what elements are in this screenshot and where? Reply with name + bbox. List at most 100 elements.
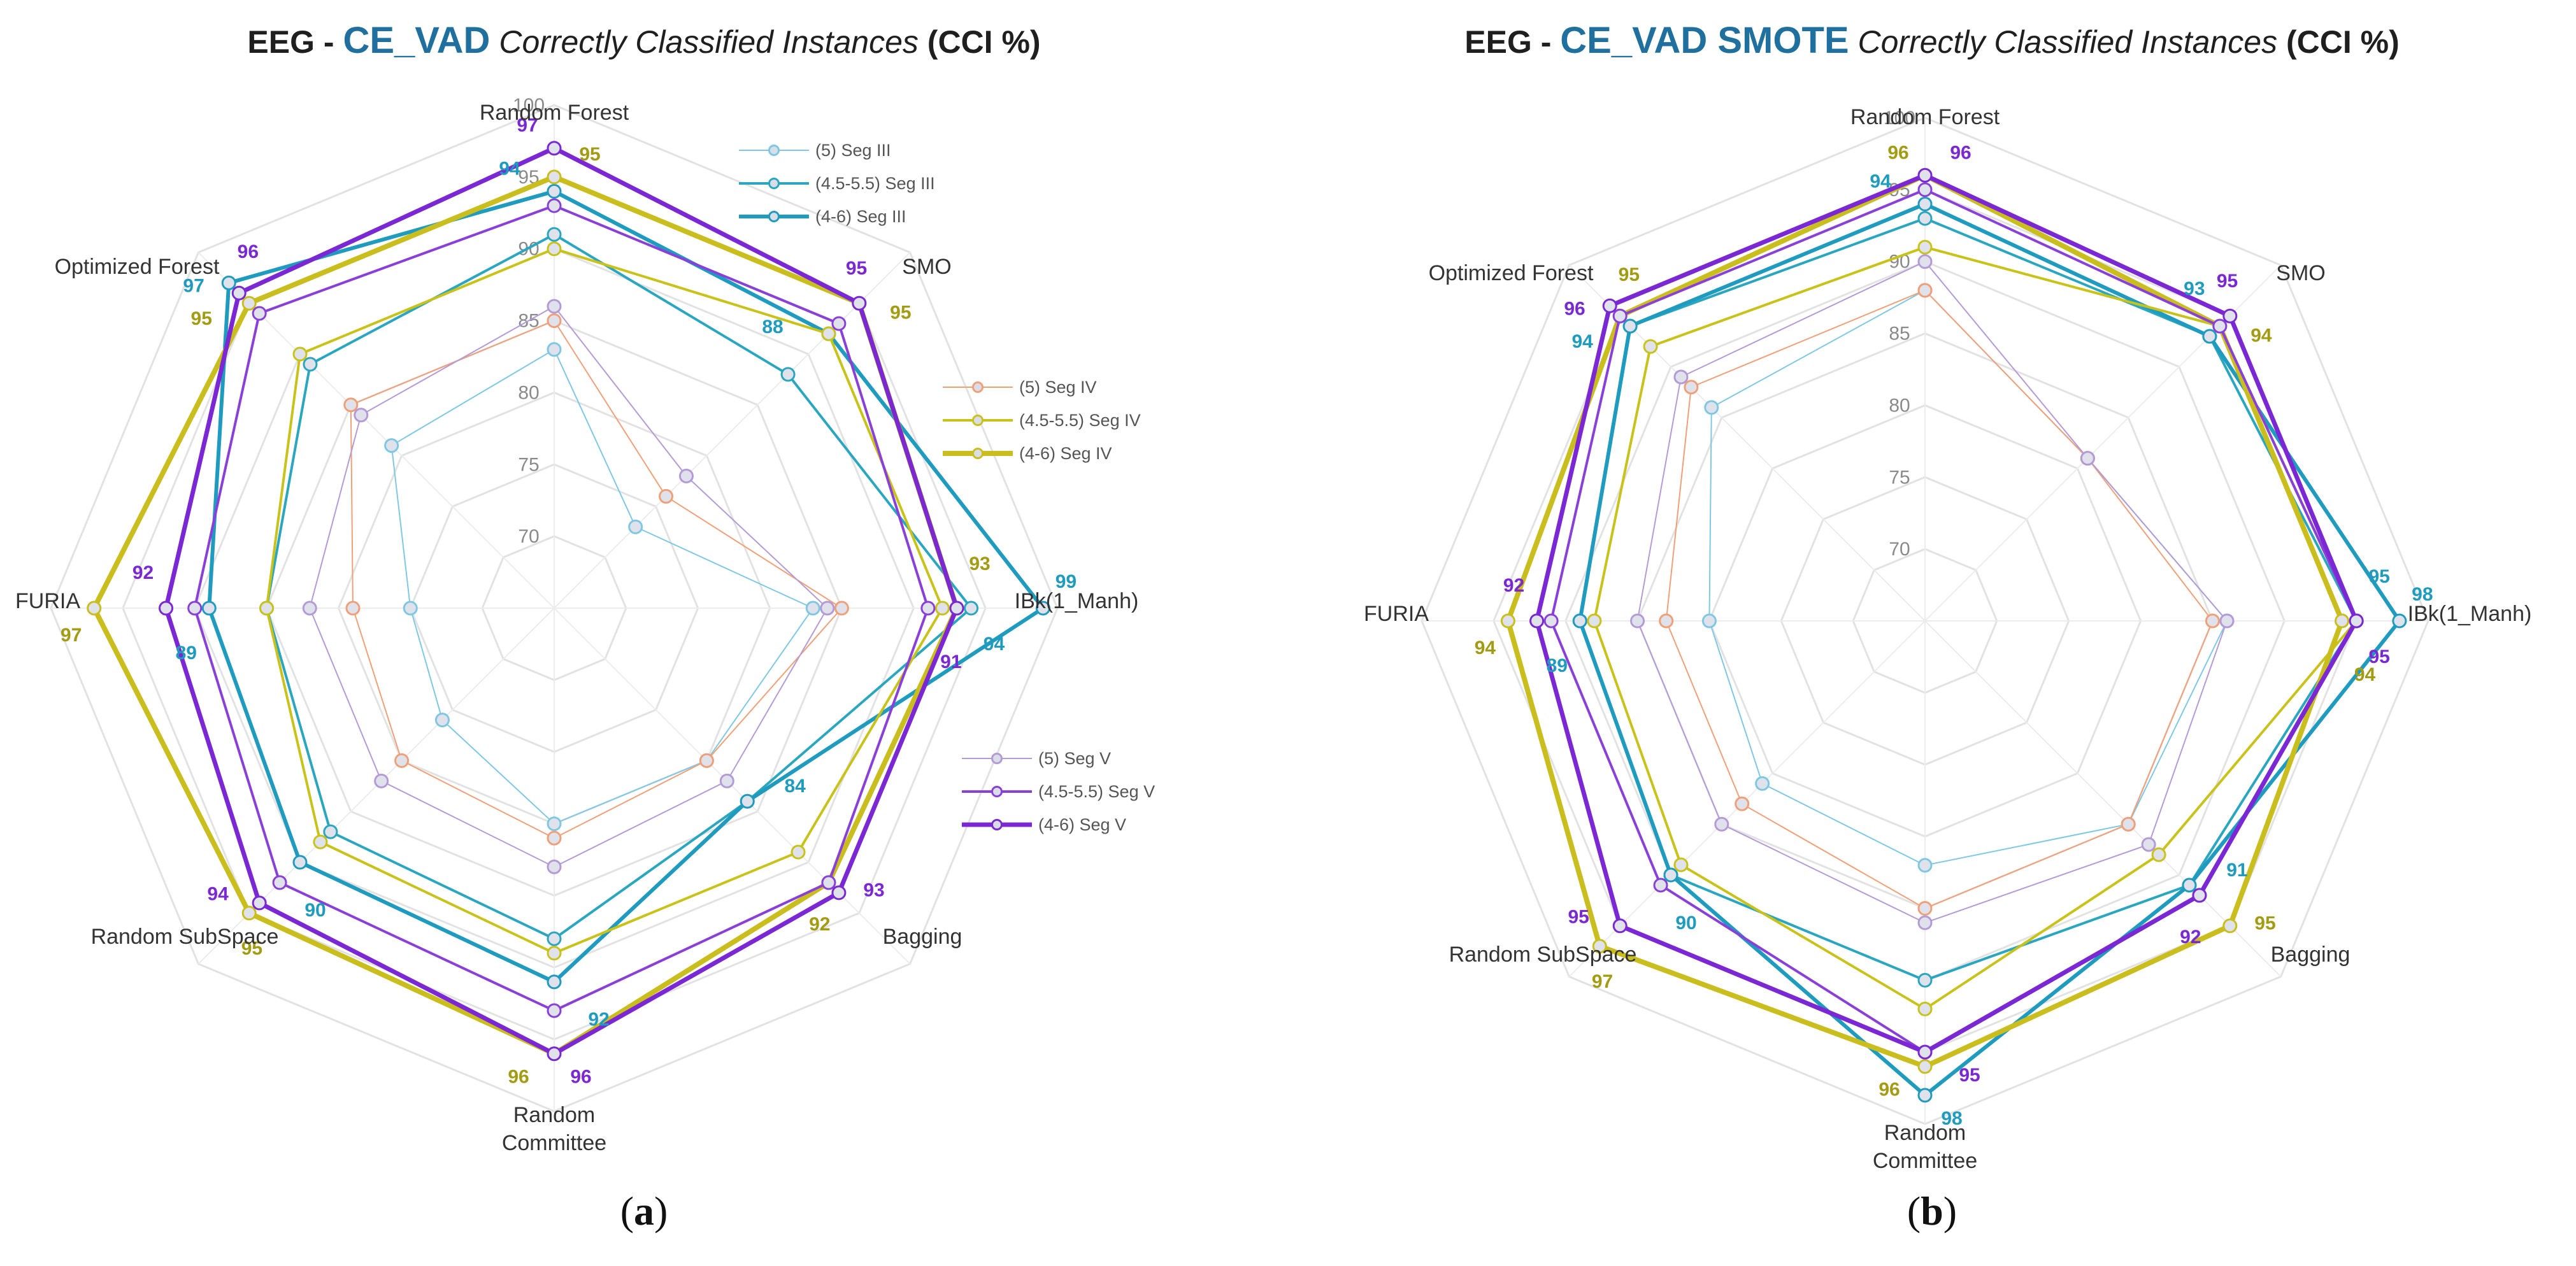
- legend-label: (4-6) Seg III: [815, 206, 906, 226]
- data-point: [1735, 796, 1750, 811]
- data-point: [780, 367, 796, 382]
- axis-label: FURIA: [15, 589, 80, 613]
- data-point: [252, 895, 267, 911]
- data-point: [547, 342, 562, 357]
- data-point: [547, 141, 562, 156]
- data-label: 93: [863, 880, 884, 901]
- data-point: [354, 408, 369, 423]
- data-point: [2182, 878, 2197, 893]
- data-point: [313, 834, 328, 850]
- legend-swatch: [962, 779, 1032, 804]
- data-label: 95: [579, 144, 600, 165]
- data-point: [547, 859, 562, 874]
- data-point: [852, 295, 867, 311]
- data-label: 97: [61, 625, 82, 646]
- data-point: [2141, 837, 2156, 852]
- legend-swatch: [739, 204, 809, 229]
- axis-label: Optimized Forest: [1429, 261, 1594, 285]
- tick-label: 100: [1884, 108, 1915, 129]
- data-point: [834, 601, 849, 616]
- data-point: [1630, 613, 1645, 629]
- data-point: [1917, 1001, 1933, 1016]
- data-label: 96: [238, 241, 259, 262]
- data-point: [2121, 816, 2136, 832]
- data-point: [1529, 613, 1545, 629]
- data-label: 89: [176, 643, 197, 664]
- data-point: [1704, 400, 1719, 415]
- data-point: [678, 469, 694, 484]
- data-label: 92: [132, 562, 154, 583]
- data-point: [159, 601, 174, 616]
- tick-label: 70: [518, 526, 539, 547]
- data-point: [1653, 878, 1668, 893]
- data-label: 92: [809, 914, 830, 935]
- data-label: 95: [2254, 913, 2275, 934]
- data-point: [403, 601, 418, 616]
- data-point: [1917, 1088, 1933, 1103]
- data-point: [221, 275, 236, 290]
- data-point: [272, 875, 287, 890]
- data-point: [1592, 939, 1607, 954]
- data-point: [628, 519, 643, 534]
- data-label: 94: [2250, 325, 2272, 346]
- data-label: 97: [1592, 971, 1613, 992]
- data-label: 94: [1475, 637, 1496, 658]
- data-point: [2219, 613, 2235, 629]
- data-point: [2205, 613, 2220, 629]
- legend-swatch: [943, 408, 1013, 433]
- data-point: [1917, 239, 1933, 255]
- legend-entry: (4.5-5.5) Seg III: [739, 167, 935, 200]
- data-label: 95: [1619, 264, 1640, 285]
- legend-entry: (5) Seg III: [739, 134, 935, 167]
- axis-label: Bagging: [2271, 942, 2351, 967]
- data-point: [547, 1003, 562, 1018]
- data-point: [699, 753, 714, 768]
- tick-label: 70: [1889, 539, 1910, 560]
- data-point: [659, 488, 674, 504]
- data-point: [323, 824, 338, 839]
- legend-swatch: [962, 746, 1032, 771]
- data-point: [292, 346, 308, 362]
- data-label: 91: [940, 651, 961, 672]
- axis-label: Random SubSpace: [1449, 942, 1637, 967]
- radar-chart: 7075808590951009795949595889994939193928…: [15, 95, 1138, 1155]
- legend-group: (5) Seg V (4.5-5.5) Seg V (4-6) Seg V: [962, 742, 1155, 841]
- legend-group: (5) Seg IV (4.5-5.5) Seg IV (4-6) Seg IV: [943, 371, 1141, 470]
- tick-label: 80: [518, 382, 539, 403]
- data-point: [547, 816, 562, 832]
- data-point: [1684, 380, 1699, 395]
- legend-swatch: [739, 171, 809, 196]
- axis-label: SMO: [902, 255, 951, 279]
- data-point: [2335, 613, 2350, 629]
- data-point: [920, 601, 936, 616]
- data-point: [2080, 451, 2095, 466]
- data-point: [719, 773, 734, 788]
- data-point: [740, 793, 755, 809]
- tick-label: 100: [513, 95, 545, 116]
- data-point: [805, 601, 820, 616]
- legend-label: (4-6) Seg IV: [1019, 443, 1112, 463]
- data-point: [302, 601, 317, 616]
- data-label: 94: [1572, 331, 1594, 352]
- data-point: [821, 326, 836, 341]
- data-label: 94: [1870, 171, 1891, 192]
- data-point: [1917, 254, 1933, 269]
- data-point: [2202, 329, 2217, 344]
- series-line: [350, 320, 843, 839]
- data-point: [547, 183, 562, 199]
- legend-entry: (5) Seg IV: [943, 371, 1141, 404]
- subfigure-label: (b): [1907, 1188, 1957, 1234]
- data-point: [2192, 888, 2207, 903]
- data-point: [1602, 298, 1617, 313]
- axis-label: Random Forest: [1850, 105, 2000, 129]
- data-point: [791, 844, 806, 860]
- legend-entry: (4-6) Seg III: [739, 200, 935, 233]
- axis-spoke: [1924, 620, 2282, 978]
- data-point: [303, 357, 318, 372]
- axis-label: Bagging: [883, 925, 962, 949]
- data-label: 95: [846, 258, 867, 279]
- series-line: [1665, 289, 2214, 909]
- legend-label: (5) Seg V: [1038, 748, 1112, 768]
- data-label: 96: [508, 1067, 529, 1088]
- data-point: [547, 974, 562, 990]
